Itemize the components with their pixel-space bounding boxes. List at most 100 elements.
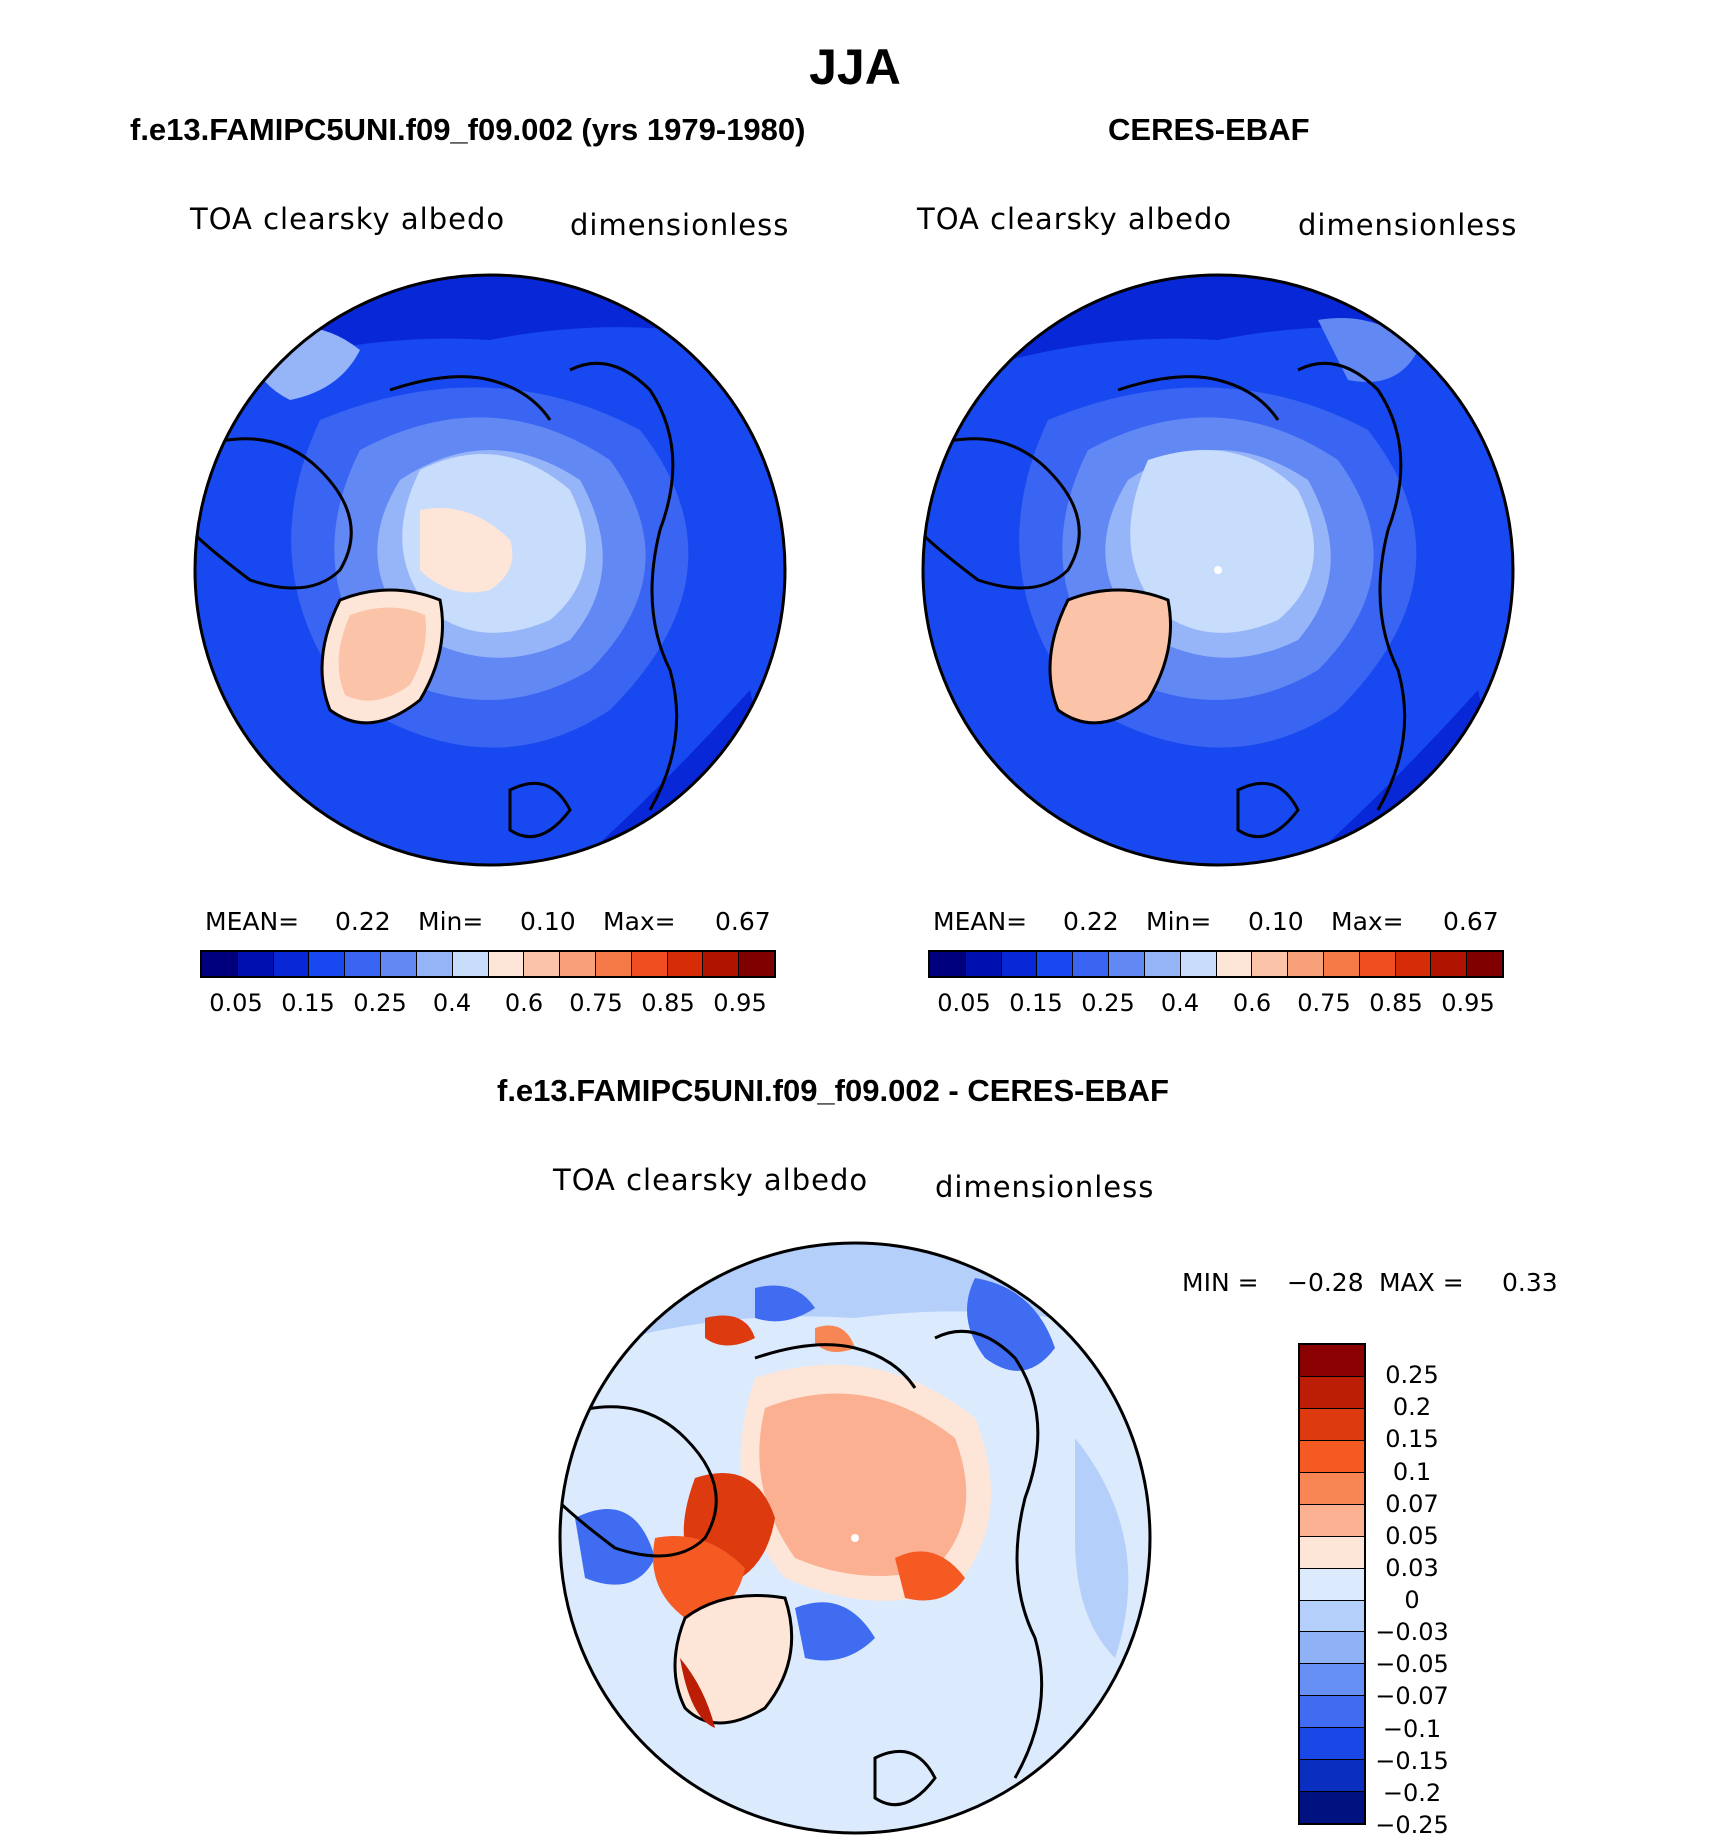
- diff-colorbar-ticks: 0.25 0.2 0.15 0.1 0.07 0.05 0.03 0 −0.03 −0.05 −0.…: [1375, 1343, 1449, 1839]
- diff-colorbar-tick-label: 0: [1404, 1586, 1420, 1615]
- obs-colorbar-swatch: [1467, 952, 1502, 976]
- diff-colorbar-swatch: [1300, 1760, 1364, 1793]
- obs-colorbar-tick-label: 0.6: [1232, 989, 1272, 1017]
- diff-colorbar-tick-label: −0.1: [1382, 1714, 1442, 1743]
- model-mean-label: MEAN=: [205, 907, 300, 936]
- model-colorbar-tick-label: 0.85: [641, 989, 695, 1017]
- diff-colorbar-tick-label: 0.03: [1385, 1553, 1439, 1582]
- model-colorbar-tick-label: 0.25: [353, 989, 407, 1017]
- obs-colorbar-tick-label: 0.95: [1441, 989, 1495, 1017]
- diff-variable-label: TOA clearsky albedo: [553, 1163, 869, 1197]
- obs-max-label: Max=: [1331, 907, 1404, 936]
- model-colorbar-swatch: [416, 952, 453, 976]
- diff-colorbar-swatch: [1300, 1504, 1364, 1537]
- obs-units-label: dimensionless: [1298, 208, 1518, 242]
- obs-colorbar-tick-label: 0.4: [1160, 989, 1200, 1017]
- diff-colorbar-tick-label: 0.15: [1385, 1425, 1439, 1454]
- obs-colorbar-swatch: [1073, 952, 1110, 976]
- diff-colorbar: [1298, 1343, 1366, 1825]
- model-panel-subtitle: f.e13.FAMIPC5UNI.f09_f09.002 (yrs 1979-1…: [130, 112, 806, 147]
- model-units-label: dimensionless: [570, 208, 790, 242]
- diff-colorbar-swatch: [1300, 1664, 1364, 1697]
- obs-colorbar-swatch: [1001, 952, 1038, 976]
- model-polar-map: [193, 273, 787, 867]
- diff-colorbar-tick-label: 0.2: [1392, 1393, 1432, 1422]
- obs-min-value: 0.10: [1248, 907, 1304, 936]
- obs-colorbar-swatch: [1144, 952, 1181, 976]
- model-colorbar-swatch: [381, 952, 417, 976]
- obs-mean-value: 0.22: [1063, 907, 1119, 936]
- model-colorbar-swatch: [202, 952, 238, 976]
- model-colorbar-swatch: [739, 952, 774, 976]
- model-colorbar-swatch: [237, 952, 274, 976]
- obs-min-label: Min=: [1146, 907, 1212, 936]
- diff-colorbar-tick-label: 0.1: [1392, 1457, 1432, 1486]
- diff-panel-subtitle: f.e13.FAMIPC5UNI.f09_f09.002 - CERES-EBA…: [497, 1073, 1169, 1108]
- model-max-label: Max=: [603, 907, 676, 936]
- obs-colorbar-swatch: [1323, 952, 1360, 976]
- obs-colorbar-swatch: [1037, 952, 1074, 976]
- model-colorbar-swatch: [524, 952, 561, 976]
- model-min-label: Min=: [418, 907, 484, 936]
- model-colorbar-swatch: [452, 952, 489, 976]
- diff-colorbar-swatch: [1300, 1536, 1364, 1569]
- obs-colorbar-tick-label: 0.05: [937, 989, 991, 1017]
- obs-colorbar-swatch: [1359, 952, 1396, 976]
- obs-polar-map: [921, 273, 1515, 867]
- obs-colorbar-swatch: [1180, 952, 1217, 976]
- obs-colorbar-tick-label: 0.25: [1081, 989, 1135, 1017]
- diff-colorbar-tick-label: −0.03: [1375, 1618, 1449, 1647]
- diff-max-value: 0.33: [1502, 1268, 1558, 1297]
- model-colorbar-swatch: [667, 952, 704, 976]
- diff-colorbar-swatch: [1300, 1696, 1364, 1729]
- diff-colorbar-swatch: [1300, 1345, 1364, 1377]
- obs-colorbar-tick-label: 0.15: [1009, 989, 1063, 1017]
- model-colorbar: [200, 950, 776, 978]
- model-colorbar-tick-label: 0.75: [569, 989, 623, 1017]
- diff-colorbar-swatch: [1300, 1376, 1364, 1409]
- diff-colorbar-tick-label: 0.07: [1385, 1489, 1439, 1518]
- model-colorbar-swatch: [345, 952, 382, 976]
- model-colorbar-swatch: [309, 952, 346, 976]
- obs-colorbar-swatch: [965, 952, 1002, 976]
- model-colorbar-swatch: [631, 952, 668, 976]
- model-colorbar-tick-label: 0.15: [281, 989, 335, 1017]
- diff-colorbar-swatch: [1300, 1440, 1364, 1473]
- model-colorbar-swatch: [595, 952, 632, 976]
- obs-colorbar-swatch: [1288, 952, 1324, 976]
- diff-min-label: MIN =: [1182, 1268, 1259, 1297]
- obs-colorbar-swatch: [1252, 952, 1289, 976]
- diff-colorbar-tick-label: −0.05: [1375, 1650, 1449, 1679]
- obs-colorbar-swatch: [930, 952, 966, 976]
- model-max-value: 0.67: [715, 907, 771, 936]
- obs-max-value: 0.67: [1443, 907, 1499, 936]
- obs-variable-label: TOA clearsky albedo: [917, 202, 1233, 236]
- model-colorbar-swatch: [560, 952, 596, 976]
- diff-colorbar-tick-label: 0.25: [1385, 1361, 1439, 1390]
- diff-colorbar-tick-label: −0.15: [1375, 1746, 1449, 1775]
- diff-colorbar-swatch: [1300, 1632, 1364, 1665]
- obs-colorbar-swatch: [1109, 952, 1145, 976]
- diff-colorbar-swatch: [1300, 1408, 1364, 1441]
- model-colorbar-tick-label: 0.95: [713, 989, 767, 1017]
- diff-units-label: dimensionless: [935, 1170, 1155, 1204]
- diff-colorbar-tick-label: −0.25: [1375, 1811, 1449, 1839]
- model-min-value: 0.10: [520, 907, 576, 936]
- diff-colorbar-swatch: [1300, 1728, 1364, 1761]
- model-colorbar-swatch: [488, 952, 525, 976]
- obs-colorbar-swatch: [1395, 952, 1432, 976]
- obs-colorbar-swatch: [1431, 952, 1468, 976]
- diff-polar-map: [558, 1241, 1152, 1835]
- model-variable-label: TOA clearsky albedo: [190, 202, 506, 236]
- diff-colorbar-swatch: [1300, 1792, 1364, 1824]
- obs-colorbar-swatch: [1216, 952, 1253, 976]
- diff-colorbar-swatch: [1300, 1568, 1364, 1601]
- model-colorbar-tick-label: 0.4: [432, 989, 472, 1017]
- diff-colorbar-swatch: [1300, 1600, 1364, 1633]
- obs-colorbar-tick-label: 0.75: [1297, 989, 1351, 1017]
- figure-title: JJA: [809, 39, 901, 95]
- diff-colorbar-tick-label: −0.2: [1382, 1778, 1442, 1807]
- obs-colorbar-tick-label: 0.85: [1369, 989, 1423, 1017]
- diff-max-label: MAX =: [1379, 1268, 1464, 1297]
- diff-colorbar-tick-label: −0.07: [1375, 1682, 1449, 1711]
